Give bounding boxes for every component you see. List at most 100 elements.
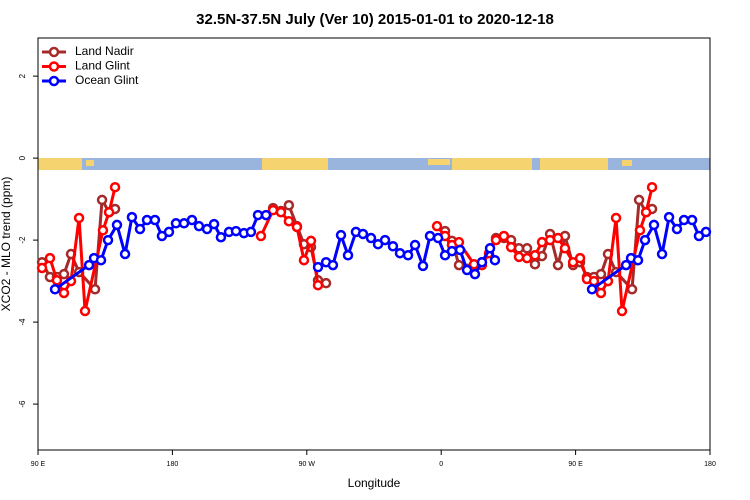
- y-tick-label: -6: [18, 400, 27, 408]
- point-marker: [402, 250, 414, 261]
- point-marker: [574, 252, 586, 264]
- point-marker: [595, 268, 607, 280]
- point-marker: [275, 206, 287, 218]
- point-marker: [193, 220, 205, 232]
- point-marker: [312, 279, 324, 291]
- y-tick-label: 0: [18, 155, 27, 160]
- point-marker: [170, 218, 182, 229]
- point-marker: [529, 259, 541, 270]
- point-marker: [255, 230, 267, 242]
- point-marker: [73, 212, 85, 224]
- point-marker: [283, 215, 295, 227]
- point-marker: [342, 250, 354, 261]
- point-marker: [431, 220, 443, 232]
- x-axis-label: Longitude: [348, 476, 401, 490]
- point-marker: [379, 234, 391, 246]
- point-marker: [424, 230, 436, 242]
- point-marker: [79, 305, 91, 317]
- point-marker: [417, 260, 429, 272]
- y-tick-label: -2: [18, 236, 27, 244]
- point-marker: [521, 243, 533, 254]
- x-tick-label: 180: [704, 461, 716, 468]
- legend-marker: [48, 75, 60, 87]
- x-tick-label: 90 E: [568, 461, 583, 468]
- x-tick-label: 90 W: [299, 461, 316, 468]
- point-marker: [95, 254, 107, 266]
- point-marker: [201, 223, 213, 235]
- point-marker: [126, 211, 138, 223]
- point-marker: [312, 261, 324, 273]
- point-marker: [215, 231, 227, 243]
- point-marker: [149, 214, 161, 226]
- point-marker: [639, 234, 651, 246]
- point-marker: [83, 259, 95, 271]
- point-marker: [559, 243, 571, 254]
- legend-marker: [48, 61, 60, 72]
- point-marker: [513, 251, 525, 263]
- legend-label: Ocean Glint: [75, 73, 139, 87]
- point-marker: [663, 211, 675, 223]
- legend-label: Land Glint: [75, 59, 130, 73]
- point-marker: [44, 252, 56, 264]
- point-marker: [640, 206, 652, 218]
- point-marker: [208, 218, 220, 230]
- point-marker: [453, 259, 465, 271]
- point-marker: [320, 277, 332, 289]
- point-marker: [588, 275, 600, 287]
- point-marker: [103, 206, 115, 218]
- point-marker: [686, 214, 698, 226]
- point-marker: [283, 200, 295, 211]
- point-marker: [536, 236, 548, 248]
- y-tick-label: 2: [18, 73, 27, 78]
- point-marker: [327, 259, 339, 271]
- point-marker: [671, 223, 683, 235]
- point-marker: [595, 287, 607, 299]
- point-marker: [700, 226, 712, 238]
- point-marker: [552, 259, 564, 271]
- point-marker: [36, 262, 48, 274]
- point-marker: [432, 232, 444, 244]
- point-marker: [96, 194, 108, 206]
- point-marker: [134, 223, 146, 235]
- point-marker: [634, 225, 646, 236]
- y-axis-label: XCO2 - MLO trend (ppm): [0, 177, 13, 312]
- point-marker: [357, 228, 369, 240]
- point-marker: [298, 254, 310, 266]
- point-marker: [58, 268, 70, 280]
- point-marker: [461, 264, 473, 276]
- point-marker: [109, 181, 121, 193]
- point-marker: [186, 214, 198, 226]
- surface-strip: [38, 158, 710, 170]
- point-marker: [245, 226, 257, 238]
- point-marker: [387, 241, 399, 252]
- point-marker: [49, 284, 61, 295]
- chart-title: 32.5N-37.5N July (Ver 10) 2015-01-01 to …: [196, 11, 554, 28]
- point-marker: [89, 284, 101, 295]
- point-marker: [454, 244, 466, 256]
- legend-label: Land Nadir: [75, 44, 134, 58]
- point-marker: [586, 284, 598, 295]
- point-marker: [648, 219, 660, 231]
- point-marker: [616, 305, 628, 317]
- point-marker: [97, 225, 109, 236]
- point-marker: [365, 232, 377, 244]
- point-marker: [58, 287, 70, 299]
- point-marker: [102, 234, 114, 246]
- point-marker: [476, 256, 488, 268]
- point-marker: [678, 214, 690, 226]
- point-marker: [409, 239, 421, 251]
- point-marker: [305, 235, 317, 247]
- y-tick-label: -4: [18, 318, 27, 326]
- point-marker: [394, 247, 406, 259]
- point-marker: [632, 254, 644, 266]
- x-tick-label: 90 E: [31, 461, 46, 468]
- legend-marker: [48, 46, 60, 58]
- point-marker: [490, 234, 502, 246]
- point-marker: [610, 212, 622, 224]
- point-marker: [626, 284, 638, 295]
- x-tick-label: 180: [167, 461, 179, 468]
- point-marker: [529, 250, 541, 261]
- point-marker: [335, 229, 347, 241]
- point-marker: [646, 181, 658, 193]
- point-marker: [446, 245, 458, 257]
